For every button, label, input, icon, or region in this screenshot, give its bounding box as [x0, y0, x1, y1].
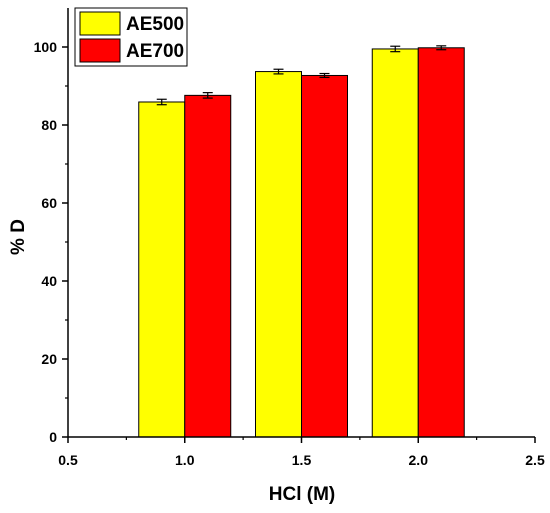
legend-label-ae500: AE500 — [126, 14, 184, 35]
y-tick-label-60: 60 — [41, 195, 57, 211]
bar-ae700-2 — [417, 47, 465, 438]
error-bar-ae700-1 — [319, 72, 330, 79]
y-tick-label-100: 100 — [34, 39, 58, 55]
y-tick-label-20: 20 — [41, 351, 57, 367]
legend: AE500 AE700 — [74, 7, 188, 67]
bar-ae500-2 — [371, 48, 419, 438]
x-tick-label-2.5: 2.5 — [525, 452, 545, 468]
x-tick-label-0.5: 0.5 — [58, 452, 78, 468]
y-tick-label-0: 0 — [49, 429, 57, 445]
bar-ae700-0 — [184, 94, 232, 438]
error-bar-ae700-0 — [202, 92, 213, 99]
bar-ae700-1 — [301, 74, 348, 438]
error-bar-ae500-2 — [390, 45, 401, 53]
error-bar-ae500-0 — [156, 98, 167, 106]
legend-swatch-ae500 — [79, 11, 121, 36]
x-tick-label-1.0: 1.0 — [175, 452, 195, 468]
legend-swatch-ae700 — [79, 38, 121, 63]
legend-label-ae700: AE700 — [126, 41, 184, 62]
y-axis-title: % D — [8, 219, 29, 255]
bar-ae500-0 — [138, 101, 186, 438]
y-tick-label-80: 80 — [41, 117, 57, 133]
bar-ae500-1 — [255, 71, 302, 438]
x-tick-label-1.5: 1.5 — [292, 452, 312, 468]
error-bar-ae500-1 — [273, 68, 284, 75]
x-tick-label-2.0: 2.0 — [409, 452, 429, 468]
error-bars-layer — [156, 45, 447, 106]
x-axis-title: HCl (M) — [269, 484, 335, 505]
bars-layer — [138, 47, 465, 438]
error-bar-ae700-2 — [436, 45, 447, 51]
y-tick-label-40: 40 — [41, 273, 57, 289]
ticks-layer: 0 20 40 60 80 100 0.5 1.0 1.5 2.0 2.5 — [34, 39, 545, 468]
